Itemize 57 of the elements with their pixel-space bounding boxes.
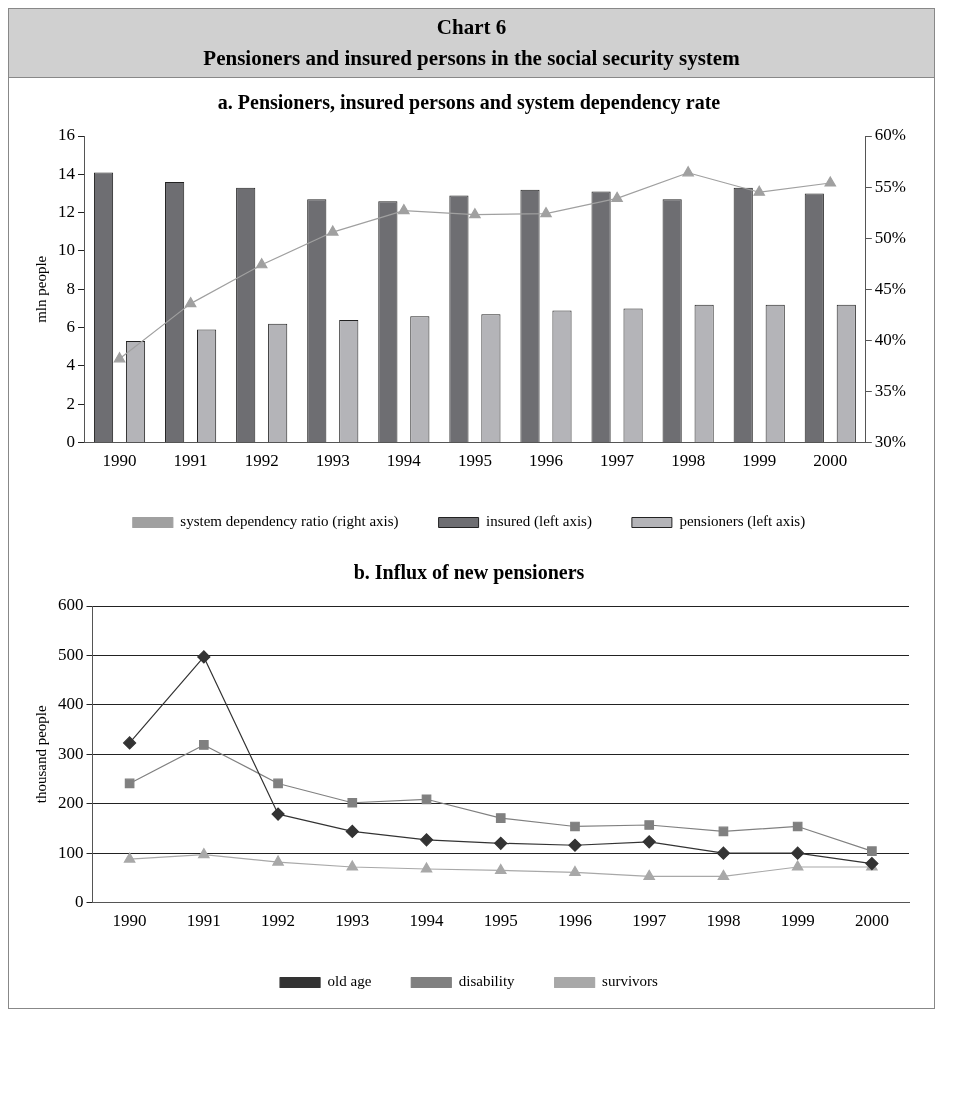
- legend-label: survivors: [602, 973, 659, 990]
- x-tick-label: 1991: [186, 911, 221, 931]
- y-tick-label: 6: [66, 317, 75, 337]
- x-tick-label: 1995: [483, 911, 518, 931]
- x-tick-label: 1998: [671, 451, 706, 471]
- legend-label: old age: [327, 973, 372, 990]
- x-tick-label: 2000: [854, 911, 889, 931]
- x-tick-label: 1992: [261, 911, 296, 931]
- y2-tick-label: 40%: [874, 329, 907, 349]
- x-tick-label: 1997: [600, 451, 635, 471]
- x-tick-label: 1993: [335, 911, 370, 931]
- y-tick-label: 12: [58, 202, 75, 222]
- y2-tick-label: 55%: [874, 176, 907, 196]
- text: Pensioners and insured persons in the social security system: [202, 46, 741, 71]
- x-tick-label: 1996: [557, 911, 592, 931]
- y-tick-label: 16: [58, 125, 75, 145]
- x-tick-label: 1999: [780, 911, 815, 931]
- y2-tick-label: 45%: [874, 278, 907, 298]
- y-tick-label: 100: [58, 842, 84, 862]
- y2-tick-label: 35%: [874, 380, 907, 400]
- y-tick-label: 2: [66, 393, 75, 413]
- x-tick-label: 1999: [742, 451, 777, 471]
- y2-tick-label: 30%: [874, 432, 907, 452]
- legend-label: disability: [458, 973, 516, 990]
- y-axis-title: mln people: [32, 255, 49, 323]
- y-tick-label: 300: [58, 743, 84, 763]
- y-tick-label: 4: [66, 355, 76, 375]
- y2-tick-label: 50%: [874, 227, 907, 247]
- legend-label: system dependency ratio (right axis): [180, 513, 399, 531]
- text: Chart 6: [435, 15, 508, 40]
- y-tick-label: 8: [66, 278, 75, 298]
- x-tick-label: 1994: [386, 451, 422, 471]
- y-tick-label: 500: [58, 644, 84, 664]
- y-axis-title: thousand people: [32, 705, 49, 804]
- y-tick-label: 200: [58, 793, 84, 813]
- y-tick-label: 400: [58, 694, 84, 714]
- y-tick-label: 600: [58, 595, 84, 615]
- chart-title: a. Pensioners, insured persons and system dependency rate: [217, 91, 721, 115]
- legend-label: insured (left axis): [486, 513, 592, 531]
- x-tick-label: 1998: [706, 911, 741, 931]
- x-tick-label: 1992: [244, 451, 279, 471]
- y2-tick-label: 60%: [874, 125, 907, 145]
- x-tick-label: 1990: [102, 451, 137, 471]
- x-tick-label: 2000: [813, 451, 848, 471]
- y-tick-label: 0: [75, 892, 84, 912]
- y-tick-label: 14: [58, 163, 76, 183]
- x-tick-label: 1996: [529, 451, 563, 471]
- y-tick-label: 0: [66, 432, 75, 452]
- x-tick-label: 1995: [457, 451, 492, 471]
- x-tick-label: 1997: [632, 911, 667, 931]
- x-tick-label: 1991: [173, 451, 208, 471]
- x-tick-label: 1990: [112, 911, 147, 931]
- legend-label: pensioners (left axis): [679, 513, 806, 531]
- y-tick-label: 10: [58, 240, 75, 260]
- x-tick-label: 1994: [409, 911, 445, 931]
- chart-title: b. Influx of new pensioners: [353, 561, 585, 585]
- x-tick-label: 1993: [315, 451, 350, 471]
